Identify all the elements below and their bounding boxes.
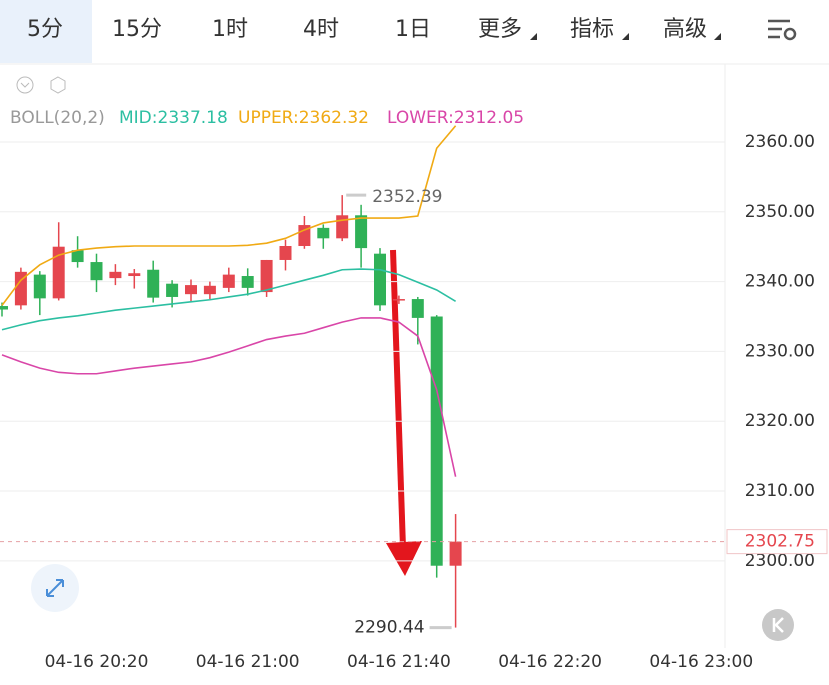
dropdown-caret [714, 33, 721, 40]
y-tick-label: 2360.00 [745, 132, 815, 152]
collapse-icon[interactable] [16, 76, 34, 94]
candle-body [260, 259, 273, 293]
tab[interactable]: 1日 [395, 17, 431, 42]
tab[interactable]: 更多 [478, 17, 522, 42]
selected-tab-bg [0, 0, 92, 63]
max-label: 2352.39 [372, 187, 442, 207]
candle-body [411, 299, 424, 318]
tab[interactable]: 1时 [212, 17, 248, 42]
y-tick-label: 2330.00 [745, 341, 815, 361]
y-tick-label: 2300.00 [745, 551, 815, 571]
y-tick-label: 2310.00 [745, 481, 815, 501]
candle-body [128, 273, 141, 277]
candle-body [374, 253, 386, 306]
legend-entry: LOWER:2312.05 [387, 108, 524, 128]
collapse-icon-chevron [20, 82, 30, 88]
candle-body [336, 215, 349, 239]
tab[interactable]: 4时 [303, 17, 339, 42]
indicator-settings-icon[interactable] [50, 76, 66, 94]
candle-body [317, 227, 330, 239]
y-tick-label: 2350.00 [745, 202, 815, 222]
expand-icon [46, 579, 64, 597]
legend-entry: UPPER:2362.32 [238, 108, 369, 128]
y-tick-label: 2320.00 [745, 411, 815, 431]
candle-body [355, 215, 368, 249]
candle-body [279, 246, 292, 260]
candle-body [52, 246, 65, 299]
boll-line [1, 125, 457, 306]
dropdown-caret [622, 33, 629, 40]
candle-body [0, 306, 8, 310]
candle-body [71, 250, 84, 263]
candle-body [90, 262, 103, 281]
boll-line [1, 317, 457, 477]
current-price-label: 2302.75 [745, 532, 815, 552]
dropdown-caret [530, 33, 537, 40]
tab[interactable]: 15分 [112, 17, 162, 42]
scroll-latest-icon [772, 617, 784, 633]
candle-body [222, 274, 235, 288]
boll-line [1, 268, 457, 331]
plot [0, 125, 462, 628]
x-tick-label: 04-16 21:40 [347, 652, 451, 672]
tab[interactable]: 高级 [663, 17, 707, 42]
candle-body [185, 285, 197, 295]
legend-entry: MID:2337.18 [119, 108, 228, 128]
indicator-name: BOLL(20,2) [10, 108, 105, 128]
candle-body [430, 316, 443, 566]
settings-icon[interactable] [768, 19, 797, 41]
x-tick-label: 04-16 23:00 [649, 652, 753, 672]
candle-body [449, 541, 462, 566]
candle-body [298, 225, 311, 247]
tab[interactable]: 5分 [27, 17, 63, 42]
candle-body [147, 269, 160, 298]
x-tick-label: 04-16 20:20 [45, 652, 149, 672]
min-label: 2290.44 [354, 618, 424, 638]
arrow-head [386, 541, 422, 576]
x-tick-label: 04-16 21:00 [196, 652, 300, 672]
candle-body [392, 299, 405, 301]
candle-body [241, 276, 254, 288]
candle-body [109, 271, 122, 279]
candle-body [203, 285, 216, 295]
scroll-latest-button[interactable] [762, 609, 794, 641]
x-tick-label: 04-16 22:20 [498, 652, 602, 672]
current-price-box [726, 529, 828, 555]
tab[interactable]: 指标 [570, 17, 614, 42]
candle-body [14, 271, 27, 306]
candle-body [166, 283, 179, 297]
y-tick-label: 2340.00 [745, 272, 815, 292]
candle-body [33, 274, 46, 299]
